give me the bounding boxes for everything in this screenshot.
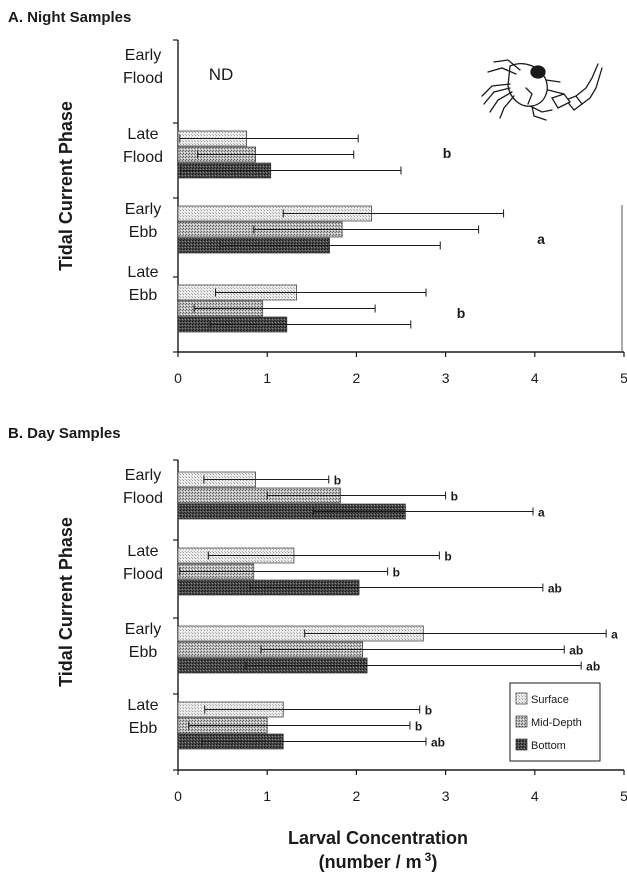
category-label-0-line1: Early bbox=[125, 47, 161, 64]
significance-label-bottom-3: ab bbox=[431, 736, 445, 750]
significance-label-category-1: b bbox=[443, 145, 452, 161]
x-tick-label: 1 bbox=[263, 788, 271, 804]
significance-label-bottom-2: ab bbox=[586, 660, 600, 674]
not-detected-label: ND bbox=[209, 65, 234, 84]
category-label-2-line1: Early bbox=[125, 201, 161, 218]
shrimp-larva-icon bbox=[481, 59, 603, 121]
legend: Surface Mid-Depth Bottom bbox=[509, 682, 601, 762]
category-label-0-line1: Early bbox=[125, 467, 161, 484]
significance-label-surface-1: b bbox=[444, 550, 451, 564]
significance-label-bottom-1: ab bbox=[548, 582, 562, 596]
legend-label-bottom: Bottom bbox=[531, 740, 566, 752]
significance-label-mid-depth-3: b bbox=[415, 720, 422, 734]
category-label-0-line2: Flood bbox=[123, 70, 163, 87]
category-label-3-line2: Ebb bbox=[129, 720, 158, 737]
significance-label-bottom-0: a bbox=[538, 506, 545, 520]
x-axis-label-line1: Larval Concentration bbox=[288, 828, 468, 848]
x-tick-label: 5 bbox=[620, 788, 627, 804]
category-label-2-line2: Ebb bbox=[129, 224, 158, 241]
x-tick-label: 2 bbox=[353, 788, 361, 804]
panel-title: A. Night Samples bbox=[8, 9, 131, 26]
category-label-2-line1: Early bbox=[125, 621, 161, 638]
category-label-3-line1: Late bbox=[127, 264, 158, 281]
significance-label-mid-depth-1: b bbox=[393, 566, 400, 580]
x-tick-label: 3 bbox=[442, 788, 450, 804]
category-label-1-line1: Late bbox=[127, 126, 158, 143]
category-label-3-line1: Late bbox=[127, 697, 158, 714]
category-label-3-line2: Ebb bbox=[129, 287, 158, 304]
x-tick-label: 4 bbox=[531, 370, 539, 386]
category-label-0-line2: Flood bbox=[123, 490, 163, 507]
category-label-1-line2: Flood bbox=[123, 566, 163, 583]
panel-a-night-samples: A. Night Samples Tidal Current Phase 0 1 2 3 4… bbox=[8, 9, 627, 386]
x-tick-label: 3 bbox=[442, 370, 450, 386]
x-tick-label: 0 bbox=[174, 370, 182, 386]
category-label-1-line2: Flood bbox=[123, 149, 163, 166]
significance-label-mid-depth-0: b bbox=[451, 490, 458, 504]
category-label-2-line2: Ebb bbox=[129, 644, 158, 661]
significance-label-category-3: b bbox=[457, 305, 466, 321]
x-tick-label: 2 bbox=[353, 370, 361, 386]
y-axis-label: Tidal Current Phase bbox=[56, 517, 76, 687]
x-tick-label: 4 bbox=[531, 788, 539, 804]
significance-label-surface-2: a bbox=[611, 628, 618, 642]
panel-b-day-samples: B. Day Samples Tidal Current Phase 0 1 2 3 4 5 E… bbox=[8, 425, 627, 804]
panel-title: B. Day Samples bbox=[8, 425, 121, 442]
x-tick-label: 5 bbox=[620, 370, 627, 386]
legend-label-mid-depth: Mid-Depth bbox=[531, 717, 582, 729]
legend-swatch-surface bbox=[515, 692, 528, 705]
significance-label-surface-0: b bbox=[334, 474, 341, 488]
significance-label-surface-3: b bbox=[425, 704, 432, 718]
significance-label-category-2: a bbox=[537, 231, 545, 247]
x-axis-label-line2: (number / m 3) bbox=[319, 850, 438, 872]
legend-label-surface: Surface bbox=[531, 694, 569, 706]
significance-label-mid-depth-2: ab bbox=[569, 644, 583, 658]
legend-swatch-mid-depth bbox=[515, 715, 528, 728]
x-tick-label: 0 bbox=[174, 788, 182, 804]
y-axis-label: Tidal Current Phase bbox=[56, 101, 76, 271]
x-tick-label: 1 bbox=[263, 370, 271, 386]
legend-swatch-bottom bbox=[515, 738, 528, 751]
category-label-1-line1: Late bbox=[127, 543, 158, 560]
